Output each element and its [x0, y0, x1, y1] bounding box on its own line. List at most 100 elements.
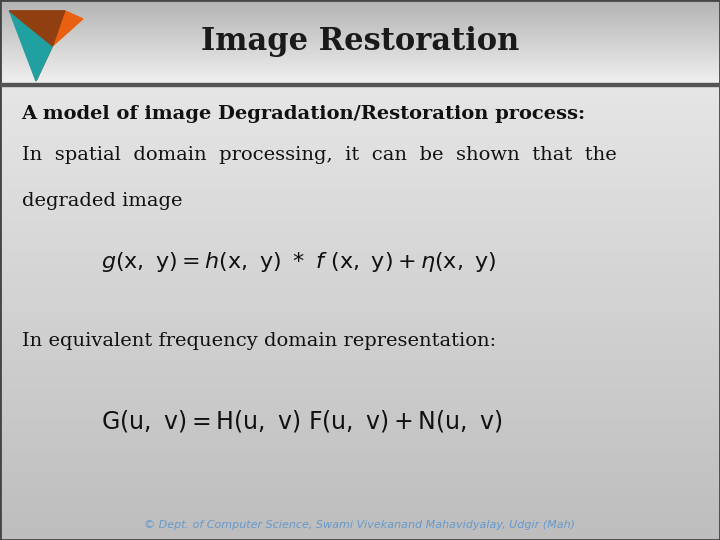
Bar: [0, 58, 720, 59]
Text: degraded image: degraded image: [22, 192, 182, 210]
Bar: [0, 5, 720, 6]
Bar: [0, 426, 720, 430]
Bar: [0, 130, 720, 134]
Bar: [0, 385, 720, 389]
Bar: [0, 271, 720, 275]
Bar: [0, 171, 720, 175]
Bar: [0, 80, 720, 81]
Bar: [0, 389, 720, 394]
Bar: [0, 326, 720, 330]
Bar: [0, 72, 720, 73]
Bar: [0, 1, 720, 2]
Bar: [0, 244, 720, 248]
Bar: [0, 81, 720, 82]
Bar: [0, 147, 720, 152]
Bar: [0, 59, 720, 60]
Bar: [0, 522, 720, 526]
Bar: [0, 23, 720, 24]
Text: A model of image Degradation/Restoration process:: A model of image Degradation/Restoration…: [22, 105, 586, 123]
Bar: [0, 76, 720, 77]
Bar: [0, 440, 720, 444]
Bar: [0, 179, 720, 184]
Bar: [0, 517, 720, 522]
Bar: [0, 239, 720, 244]
Bar: [0, 367, 720, 371]
Bar: [0, 43, 720, 44]
Bar: [0, 16, 720, 17]
Bar: [0, 46, 720, 47]
Bar: [0, 348, 720, 353]
Bar: [0, 62, 720, 63]
Polygon shape: [9, 11, 65, 46]
Bar: [0, 45, 720, 46]
Bar: [0, 26, 720, 27]
Bar: [0, 508, 720, 512]
Bar: [0, 257, 720, 262]
Bar: [0, 22, 720, 23]
Bar: [0, 294, 720, 298]
Bar: [0, 66, 720, 67]
Bar: [0, 157, 720, 161]
Bar: [0, 207, 720, 212]
Bar: [0, 12, 720, 14]
Bar: [0, 408, 720, 412]
Bar: [0, 134, 720, 138]
Bar: [0, 412, 720, 417]
Bar: [0, 212, 720, 216]
Bar: [0, 216, 720, 220]
Bar: [0, 53, 720, 55]
Bar: [0, 417, 720, 421]
Bar: [0, 453, 720, 458]
Bar: [0, 335, 720, 339]
Bar: [0, 67, 720, 68]
Bar: [0, 38, 720, 39]
Bar: [0, 275, 720, 280]
Bar: [0, 44, 720, 45]
Bar: [0, 70, 720, 71]
Bar: [0, 2, 720, 3]
Bar: [0, 481, 720, 485]
Text: $\mathrm{G(u,\ v) = H(u,\ v)\ F(u,\ v) + N(u,\ v)}$: $\mathrm{G(u,\ v) = H(u,\ v)\ F(u,\ v) +…: [101, 408, 503, 434]
Bar: [0, 512, 720, 517]
Bar: [0, 17, 720, 18]
Bar: [0, 526, 720, 531]
Bar: [0, 198, 720, 202]
Bar: [0, 42, 720, 43]
Bar: [0, 248, 720, 253]
Text: © Dept. of Computer Science, Swami Vivekanand Mahavidyalay, Udgir (Mah): © Dept. of Computer Science, Swami Vivek…: [145, 520, 575, 530]
Bar: [0, 93, 720, 97]
Bar: [0, 83, 720, 86]
Bar: [0, 14, 720, 15]
Bar: [0, 61, 720, 62]
Bar: [0, 48, 720, 49]
Bar: [0, 221, 720, 225]
Bar: [0, 285, 720, 289]
Bar: [0, 21, 720, 22]
Bar: [0, 531, 720, 536]
Bar: [0, 289, 720, 294]
Bar: [0, 77, 720, 78]
Bar: [0, 84, 720, 88]
Bar: [0, 490, 720, 495]
Bar: [0, 499, 720, 503]
Bar: [0, 353, 720, 357]
Bar: [0, 421, 720, 426]
Bar: [0, 166, 720, 171]
Bar: [0, 10, 720, 11]
Bar: [0, 175, 720, 179]
Bar: [0, 503, 720, 508]
Bar: [0, 68, 720, 69]
Bar: [0, 52, 720, 53]
Bar: [0, 57, 720, 58]
Bar: [0, 111, 720, 116]
Bar: [0, 88, 720, 93]
Bar: [0, 37, 720, 38]
Text: In  spatial  domain  processing,  it  can  be  shown  that  the: In spatial domain processing, it can be …: [22, 146, 616, 164]
Bar: [0, 106, 720, 111]
Bar: [0, 47, 720, 48]
Bar: [0, 202, 720, 207]
Bar: [0, 399, 720, 403]
Bar: [0, 65, 720, 66]
Bar: [0, 35, 720, 36]
Bar: [0, 0, 720, 1]
